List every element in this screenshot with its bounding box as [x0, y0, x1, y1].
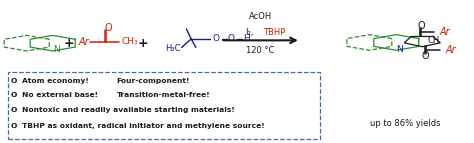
Text: N: N [53, 45, 60, 54]
Text: Ar: Ar [78, 37, 89, 47]
Text: Ar: Ar [445, 45, 456, 55]
Text: O: O [11, 123, 18, 129]
Text: Ar: Ar [440, 27, 450, 37]
Text: N: N [396, 45, 402, 54]
Text: No external base!: No external base! [22, 92, 98, 98]
Text: up to 86% yields: up to 86% yields [370, 119, 440, 128]
Text: O: O [104, 23, 112, 33]
Text: CH: CH [428, 36, 440, 45]
Text: +: + [137, 37, 148, 50]
Text: +: + [64, 37, 74, 50]
Text: AcOH: AcOH [249, 12, 272, 21]
Text: O: O [11, 107, 18, 113]
Text: O: O [11, 92, 18, 98]
Text: I₂,: I₂, [245, 28, 253, 37]
Text: Transition-metal-free!: Transition-metal-free! [117, 92, 210, 98]
Text: Nontoxic and readily available starting materials!: Nontoxic and readily available starting … [22, 107, 235, 113]
Text: O: O [228, 34, 235, 43]
Text: O: O [212, 34, 219, 43]
Text: H₃C: H₃C [165, 44, 181, 53]
Text: Atom economy!: Atom economy! [22, 78, 89, 84]
Text: H: H [244, 34, 250, 43]
Text: O: O [417, 21, 425, 31]
Text: O: O [422, 51, 429, 61]
Text: TBHP as oxidant, radical initiator and methylene source!: TBHP as oxidant, radical initiator and m… [22, 123, 264, 129]
Text: Four-component!: Four-component! [117, 78, 190, 84]
Text: TBHP: TBHP [263, 28, 285, 37]
Text: 120 °C: 120 °C [246, 46, 275, 55]
Text: CH₃: CH₃ [121, 37, 138, 46]
Text: O: O [11, 78, 18, 84]
